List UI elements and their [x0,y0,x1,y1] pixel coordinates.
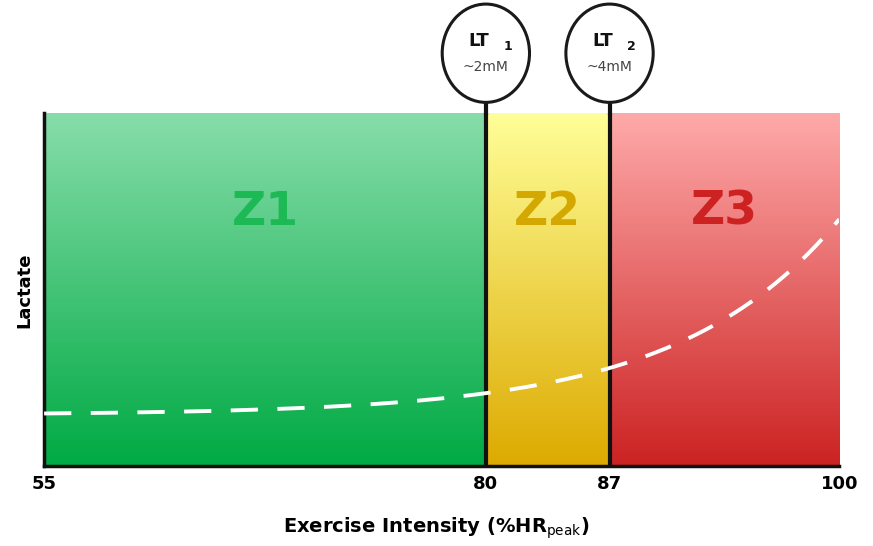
Text: Z2: Z2 [514,189,581,235]
Text: Z3: Z3 [691,189,758,235]
Text: 2: 2 [627,40,636,53]
Text: 1: 1 [504,40,512,53]
Text: ~4mM: ~4mM [587,60,632,74]
Text: ~2mM: ~2mM [463,60,509,74]
Text: Exercise Intensity (%HR$_\mathrm{peak}$): Exercise Intensity (%HR$_\mathrm{peak}$) [284,515,589,541]
Text: Z1: Z1 [231,189,299,235]
Text: LT: LT [469,32,489,50]
Text: LT: LT [592,32,613,50]
Y-axis label: Lactate: Lactate [15,252,33,328]
